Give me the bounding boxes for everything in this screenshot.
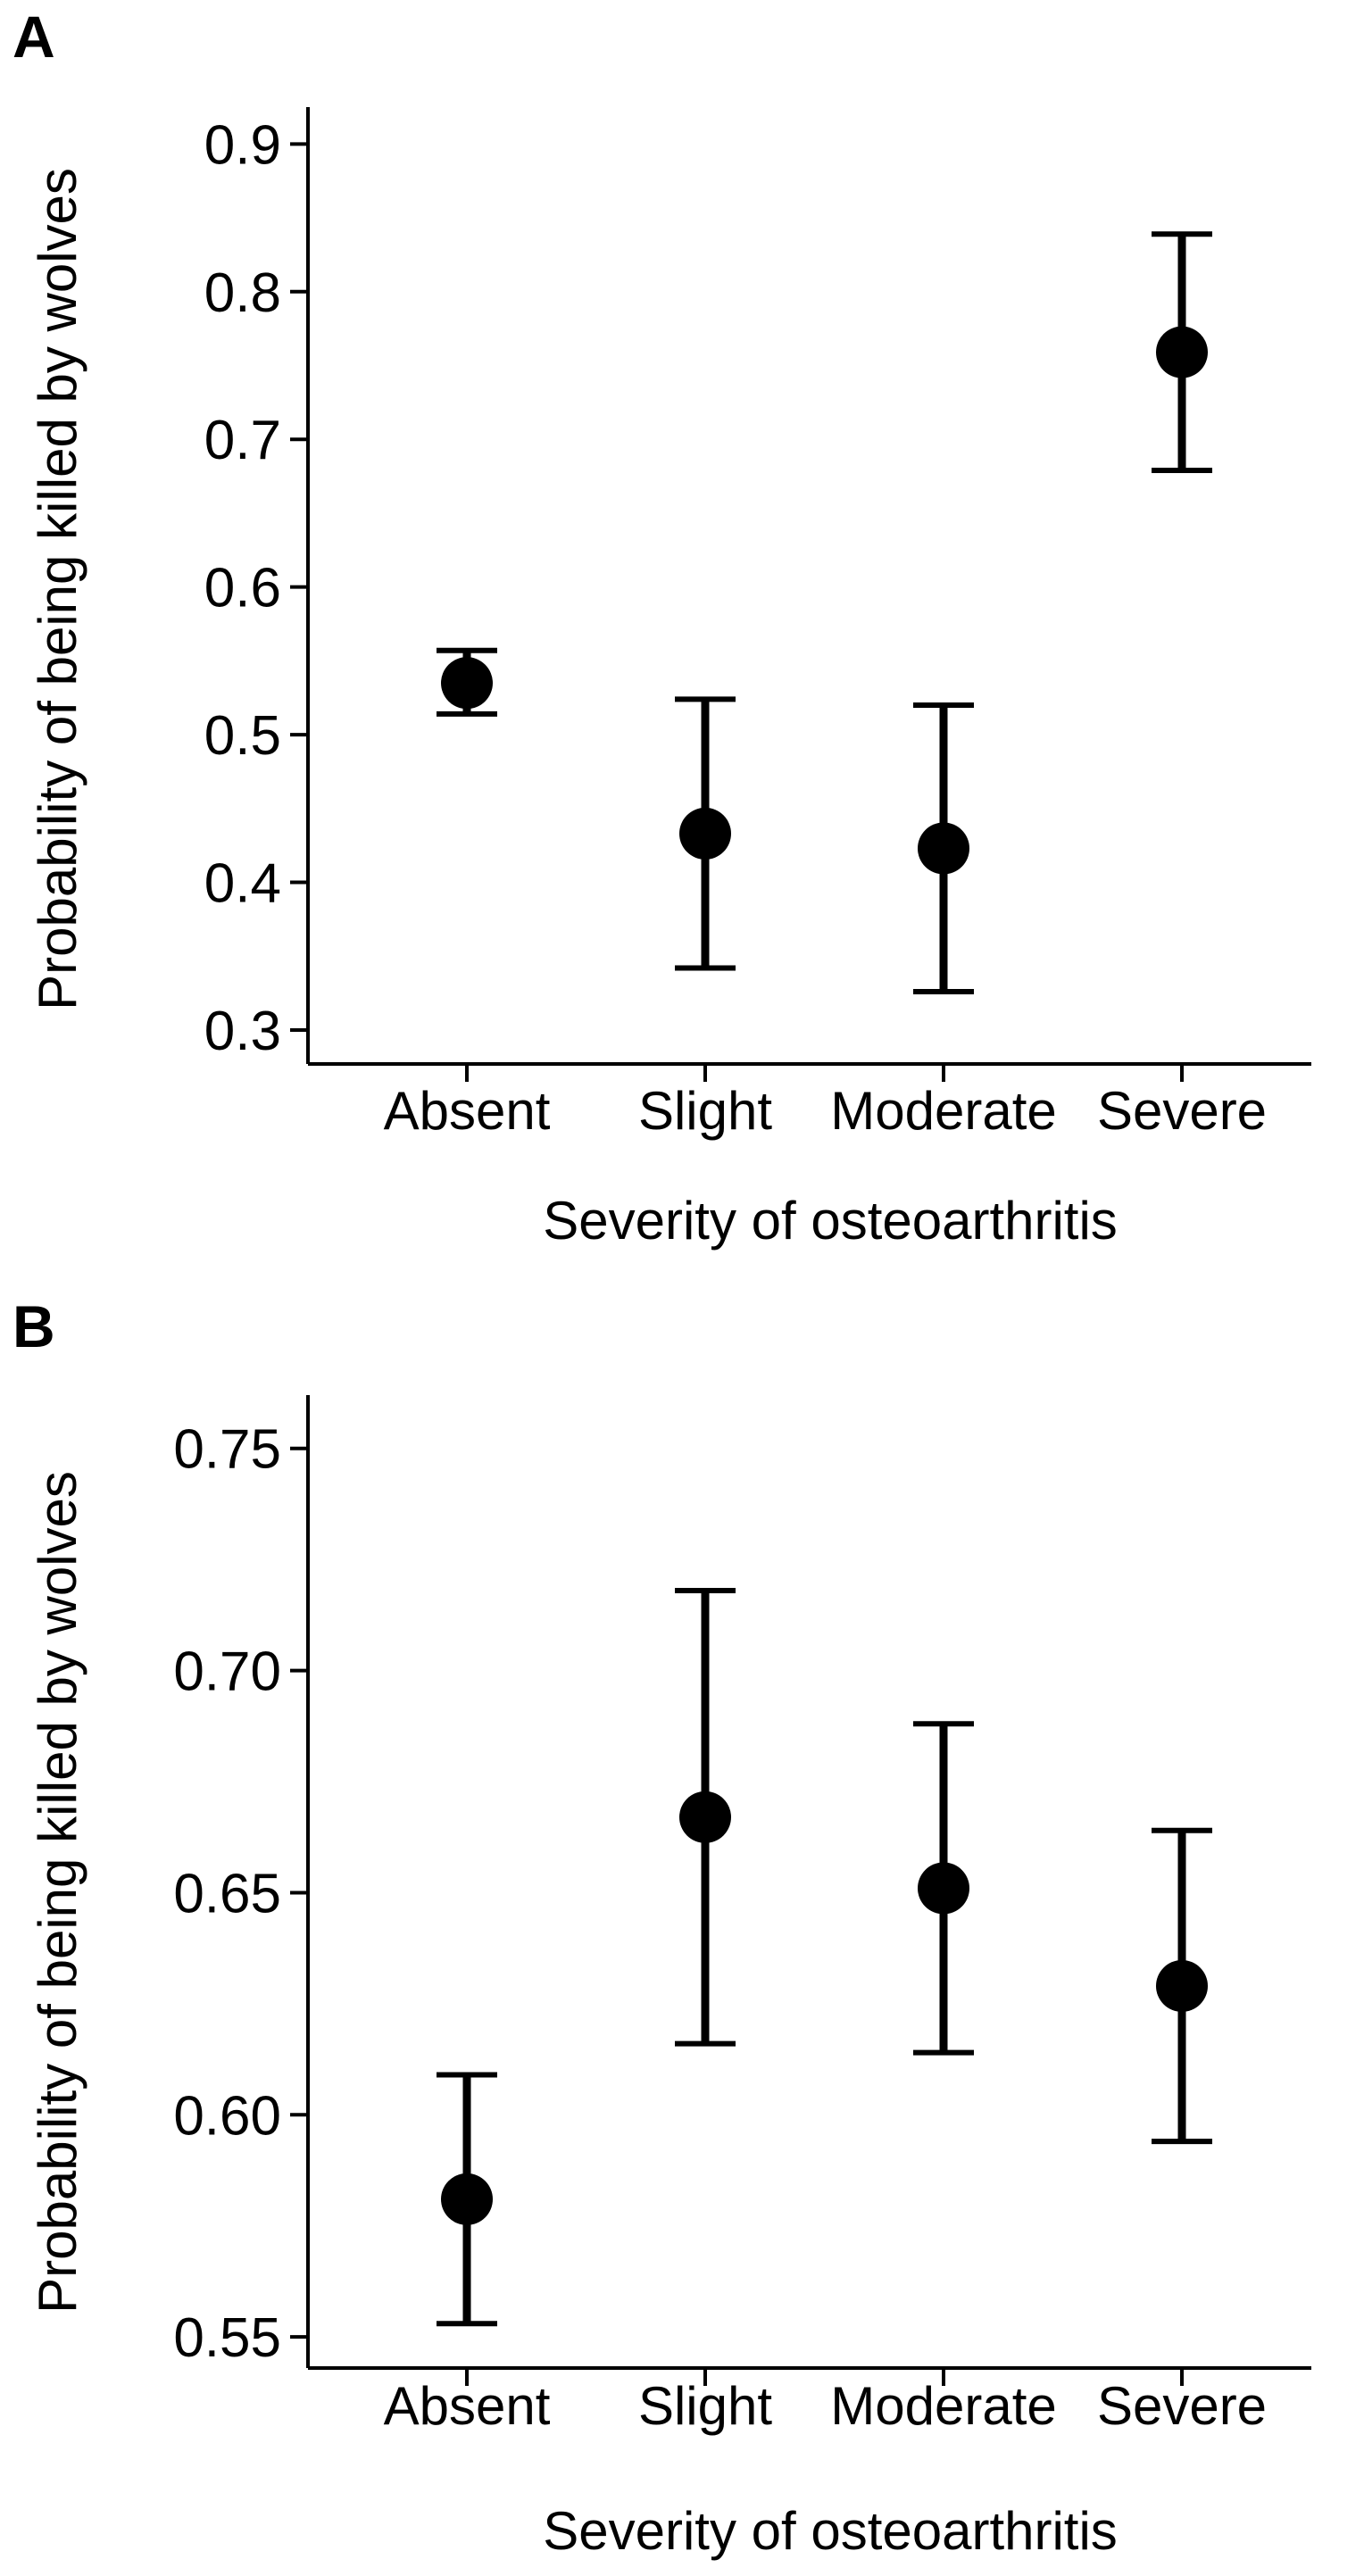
y-tick-label: 0.65: [173, 1863, 281, 1924]
y-tick-label: 0.4: [204, 853, 281, 915]
x-category-label: Moderate: [830, 1081, 1056, 1141]
y-tick-label: 0.3: [204, 1001, 281, 1062]
data-point-severe: [1156, 1959, 1208, 2012]
y-ticks-a: 0.3 0.4 0.5 0.6 0.7 0.8 0.9: [204, 107, 1311, 1082]
data-point-absent: [441, 657, 493, 710]
data-point-moderate: [918, 822, 969, 875]
chart-a: A 0.3 0.4 0.5 0.6 0.7 0.8 0.9 Absent Slight Mode…: [12, 4, 1311, 1251]
y-tick-label: 0.9: [204, 114, 281, 176]
panel-letter-a: A: [12, 4, 55, 70]
x-category-label: Slight: [638, 2376, 772, 2436]
points-a: [437, 231, 1212, 994]
y-ticks-b: 0.55 0.60 0.65 0.70 0.75: [173, 1395, 1311, 2386]
panel-letter-b: B: [12, 1293, 55, 1359]
data-point-moderate: [918, 1862, 969, 1915]
x-category-label: Moderate: [830, 2376, 1056, 2436]
x-categories-a: Absent Slight Moderate Severe: [384, 1081, 1267, 1141]
data-point-slight: [679, 807, 731, 860]
y-tick-label: 0.70: [173, 1641, 281, 1703]
x-categories-b: Absent Slight Moderate Severe: [384, 2376, 1267, 2436]
y-axis-title-a: Probability of being killed by wolves: [28, 168, 87, 1010]
x-axis-title-a: Severity of osteoarthritis: [543, 1191, 1118, 1251]
y-tick-label: 0.60: [173, 2085, 281, 2147]
x-category-label: Absent: [384, 1081, 551, 1141]
y-tick-label: 0.75: [173, 1419, 281, 1481]
x-category-label: Slight: [638, 1081, 772, 1141]
x-axis-title-b: Severity of osteoarthritis: [543, 2501, 1118, 2561]
data-point-slight: [679, 1791, 731, 1843]
y-axis-title-b: Probability of being killed by wolves: [28, 1471, 87, 2314]
points-b: [437, 1587, 1212, 2327]
data-point-severe: [1156, 326, 1208, 378]
x-category-label: Severe: [1097, 2376, 1267, 2436]
y-tick-label: 0.5: [204, 705, 281, 767]
chart-b: B 0.55 0.60 0.65 0.70 0.75 Absent Slight Moder…: [12, 1293, 1311, 2561]
x-category-label: Severe: [1097, 1081, 1267, 1141]
y-tick-label: 0.55: [173, 2307, 281, 2369]
panel-b: B 0.55 0.60 0.65 0.70 0.75 Absent Slight Moder…: [0, 1288, 1364, 2576]
x-category-label: Absent: [384, 2376, 551, 2436]
y-tick-label: 0.6: [204, 558, 281, 619]
y-tick-label: 0.8: [204, 262, 281, 324]
data-point-absent: [441, 2173, 493, 2225]
y-tick-label: 0.7: [204, 410, 281, 471]
panel-a: A 0.3 0.4 0.5 0.6 0.7 0.8 0.9 Absent Slight Mode…: [12, 4, 1311, 1251]
